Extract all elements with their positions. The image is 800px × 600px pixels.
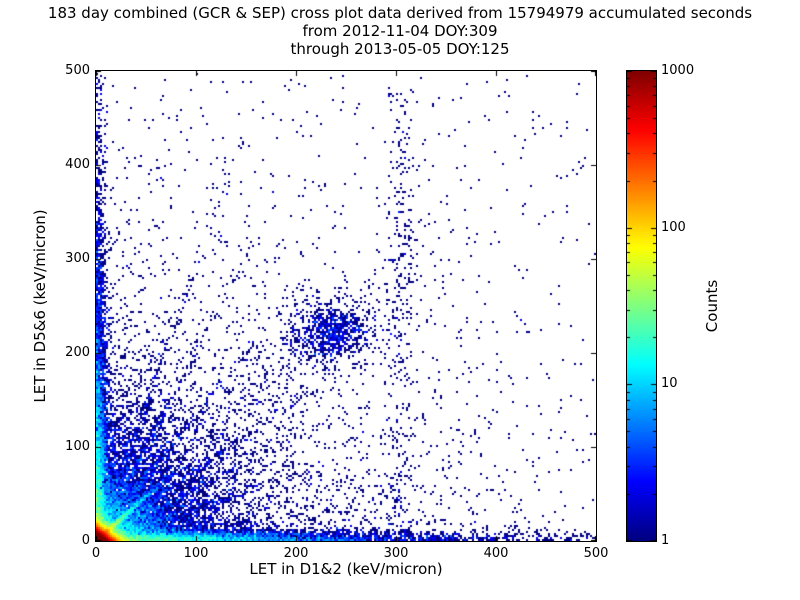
x-tick-label: 400 [483,546,509,561]
y-tick-label: 100 [65,439,90,454]
axes-frame [95,70,597,542]
x-tick-label: 200 [283,546,309,561]
y-axis-label: LET in D5&6 (keV/micron) [31,209,49,403]
colorbar [626,70,657,542]
chart-title-line-3: through 2013-05-05 DOY:125 [290,40,510,58]
scatter-heatmap-canvas [96,71,596,541]
x-tick-label: 300 [383,546,409,561]
x-tick-label: 500 [583,546,609,561]
y-tick-label: 500 [65,63,90,78]
colorbar-tick-label: 100 [661,219,686,235]
chart-title-line-1: 183 day combined (GCR & SEP) cross plot … [47,4,753,22]
colorbar-tick-label: 1000 [661,63,695,78]
x-axis-label: LET in D1&2 (keV/micron) [249,560,443,578]
colorbar-label: Counts [703,279,721,333]
y-tick-label: 400 [65,157,90,172]
x-tick-label: 100 [183,546,209,561]
y-tick-label: 300 [65,251,90,266]
colorbar-tick-label: 10 [661,376,678,392]
y-tick-label: 0 [81,533,90,548]
colorbar-gradient-canvas [627,71,656,541]
chart-title-line-2: from 2012-11-04 DOY:309 [302,22,498,40]
x-tick-label: 0 [91,546,101,561]
colorbar-tick-label: 1 [661,533,670,548]
y-tick-label: 200 [65,345,90,360]
